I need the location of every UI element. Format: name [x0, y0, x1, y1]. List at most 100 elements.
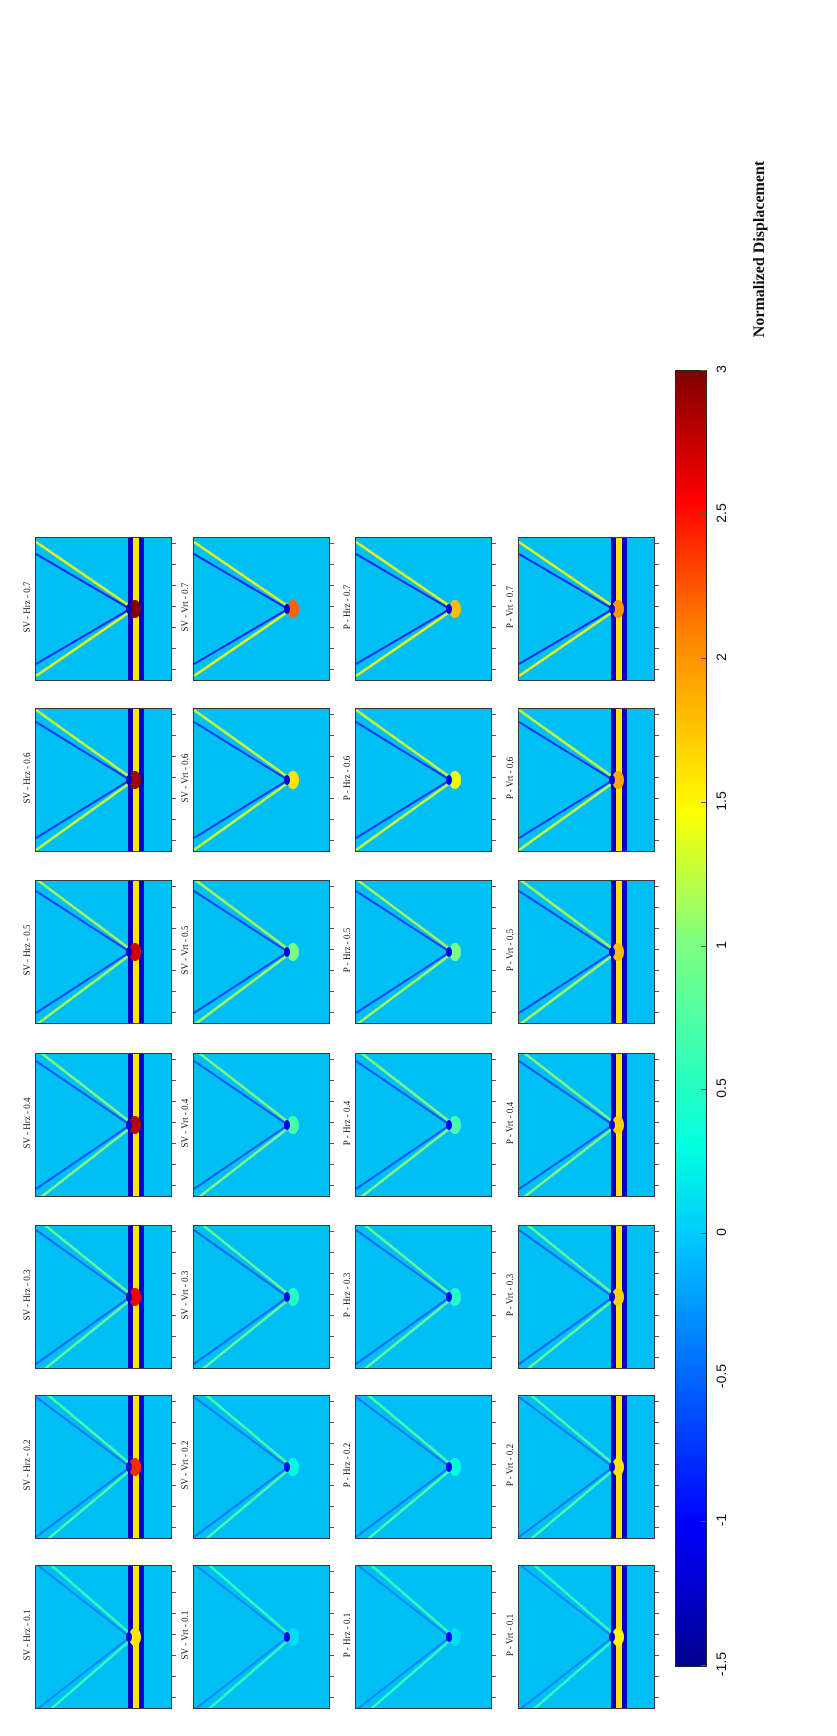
axis-tick: [655, 798, 659, 799]
peak-trough: [609, 1462, 615, 1472]
axis-tick: [330, 585, 334, 586]
wavefront-dark: [356, 1060, 452, 1190]
peak-trough: [609, 947, 615, 957]
axis-tick: [492, 714, 496, 715]
wavefront-dark: [519, 1060, 615, 1190]
axis-tick: [330, 1655, 334, 1656]
axis-tick: [172, 1101, 176, 1102]
panel-title: P - Hrz - 0.7: [342, 584, 352, 630]
peak-spot: [612, 1288, 624, 1306]
axis-tick: [172, 1634, 176, 1635]
colorbar-tick-label: -0.5: [713, 1364, 729, 1389]
panel-title: P - Hrz - 0.4: [342, 1100, 352, 1146]
panel-field: [36, 881, 144, 1023]
wavefront-dark: [36, 890, 132, 1014]
axis-tick: [655, 777, 659, 778]
axis-tick: [655, 1164, 659, 1165]
axis-tick: [172, 1676, 176, 1677]
axis-tick: [492, 1185, 496, 1186]
axis-tick: [330, 669, 334, 670]
wavefront-dark: [36, 1229, 132, 1365]
axis-tick: [492, 1655, 496, 1656]
panel-title: SV - Vrt - 0.1: [180, 1610, 190, 1660]
peak-trough: [609, 1292, 615, 1302]
axis-tick: [655, 1634, 659, 1635]
axis-tick: [330, 991, 334, 992]
axis-tick: [330, 1571, 334, 1572]
axis-tick: [330, 1059, 334, 1060]
peak-trough: [284, 1120, 290, 1130]
axis-tick: [655, 1315, 659, 1316]
axis-tick: [330, 819, 334, 820]
axis-tick: [655, 991, 659, 992]
panel-field: [356, 881, 461, 1023]
wavefront-dark: [356, 1566, 452, 1708]
axis-tick: [330, 1315, 334, 1316]
wavefront-light: [530, 1396, 619, 1538]
colorbar-tick: [701, 1233, 706, 1235]
axis-tick: [655, 1101, 659, 1102]
axis-tick: [492, 627, 496, 628]
surface-band-dark-2: [139, 1226, 144, 1368]
peak-spot: [612, 1628, 624, 1646]
axis-tick: [492, 1464, 496, 1465]
axis-tick: [492, 1527, 496, 1528]
panel-field: [36, 1054, 144, 1196]
axis-tick: [330, 735, 334, 736]
panel-field: [519, 1054, 627, 1196]
axis-tick: [172, 627, 176, 628]
axis-tick: [655, 627, 659, 628]
wavefront-dark: [356, 1396, 452, 1538]
axis-tick: [172, 886, 176, 887]
axis-tick: [330, 970, 334, 971]
wavefront-light: [363, 1226, 456, 1368]
panel-title: P - Vrt - 0.7: [505, 585, 515, 629]
panel-title: SV - Hrz - 0.4: [22, 1097, 32, 1149]
surface-band-dark-2: [622, 1566, 627, 1708]
axis-tick: [655, 886, 659, 887]
colorbar-tick-label: 3: [713, 365, 729, 373]
colorbar-tick: [701, 1665, 706, 1666]
panel-title: SV - Hrz - 0.7: [22, 581, 32, 633]
surface-band-dark-2: [139, 881, 144, 1023]
axis-tick: [655, 1464, 659, 1465]
axis-tick: [172, 970, 176, 971]
axis-tick: [492, 928, 496, 929]
panel-title: SV - Hrz - 0.1: [22, 1609, 32, 1661]
axis-tick: [655, 1357, 659, 1358]
axis-tick: [655, 1443, 659, 1444]
wavefront-dark: [194, 1396, 290, 1538]
axis-tick: [492, 798, 496, 799]
axis-tick: [655, 606, 659, 607]
axis-tick: [655, 669, 659, 670]
axis-tick: [492, 1401, 496, 1402]
panel-field: [356, 1566, 461, 1708]
axis-tick: [172, 1252, 176, 1253]
colorbar-tick-label: -1: [713, 1513, 729, 1527]
heatmap-panel: [355, 1225, 492, 1369]
axis-tick: [655, 1059, 659, 1060]
axis-tick: [172, 1571, 176, 1572]
colorbar-tick-label: 2.5: [713, 503, 729, 523]
wavefront-light: [367, 1396, 456, 1538]
wavefront-light: [370, 1566, 456, 1708]
axis-tick: [492, 1252, 496, 1253]
axis-tick: [655, 1527, 659, 1528]
wavefront-light: [43, 1226, 136, 1368]
axis-tick: [492, 1231, 496, 1232]
panel-field: [194, 540, 299, 678]
panel-field: [519, 1566, 627, 1708]
axis-tick: [172, 756, 176, 757]
colorbar-tick: [701, 1377, 706, 1379]
axis-tick: [492, 1012, 496, 1013]
wavefront-light: [36, 881, 137, 1023]
peak-spot: [449, 771, 461, 789]
peak-trough: [446, 1120, 452, 1130]
axis-tick: [330, 606, 334, 607]
axis-tick: [492, 970, 496, 971]
peak-spot: [287, 600, 299, 618]
axis-tick: [172, 1012, 176, 1013]
axis-tick: [492, 991, 496, 992]
peak-trough: [609, 1120, 615, 1130]
axis-tick: [655, 1012, 659, 1013]
